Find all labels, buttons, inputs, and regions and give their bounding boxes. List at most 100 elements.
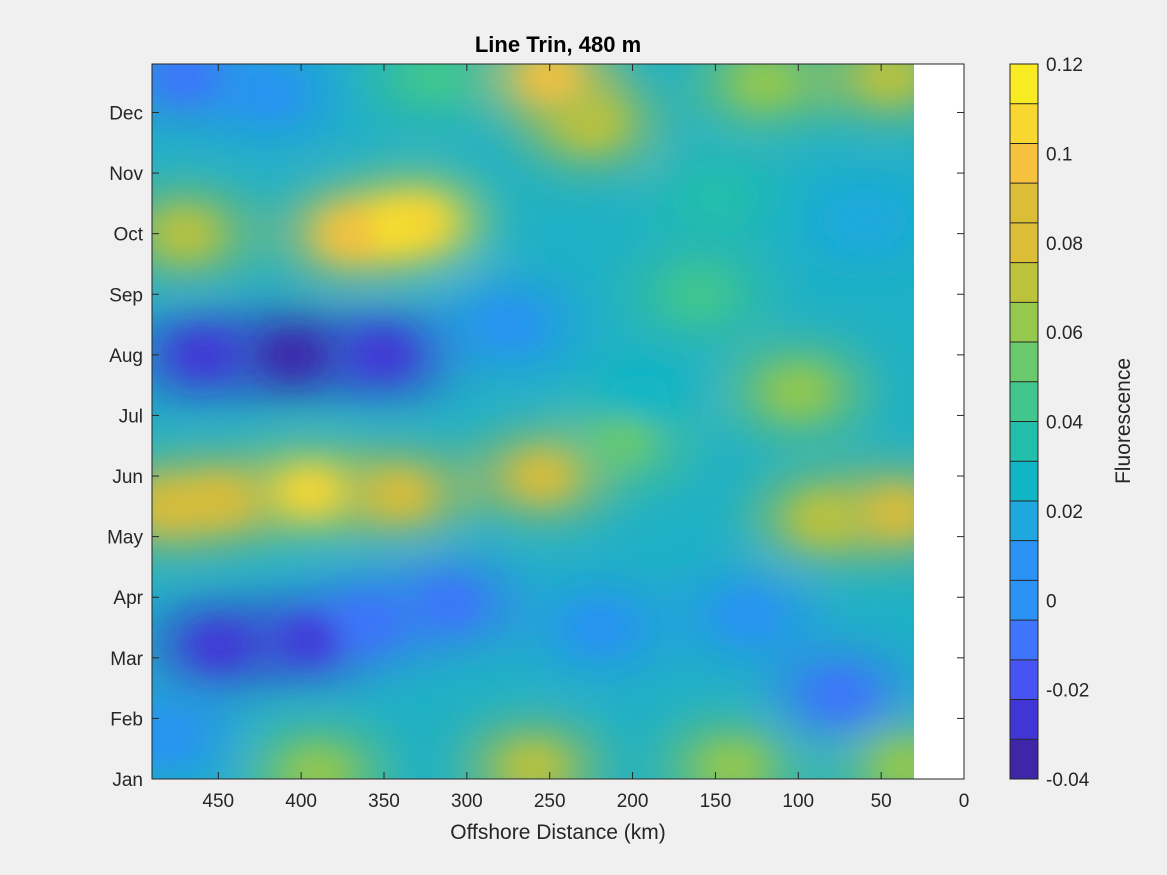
field-feature-peak [561,102,622,147]
x-tick-label: 250 [534,791,566,812]
field-feature-peak [610,375,671,420]
colorbar-tick-label: 0.1 [1046,144,1072,165]
field-feature-peak [735,64,796,105]
field-feature-peak [152,714,199,759]
x-tick-label: 400 [285,791,317,812]
colorbar-tick-label: 0.02 [1046,502,1083,523]
field-feature-peak [152,484,199,529]
field-feature-peak [238,72,298,117]
y-tick-label: Jul [119,406,143,427]
x-tick-label: 200 [617,791,649,812]
field-feature-peak [155,211,216,256]
colorbar-segment [1010,183,1038,224]
colorbar-segment [1010,143,1038,184]
field-feature-peak [420,581,481,626]
field-feature-peak [337,599,398,644]
field-feature-peak [387,199,448,244]
x-tick-label: 100 [782,791,814,812]
field-feature-peak [188,478,249,523]
colorbar-tick-label: 0 [1046,591,1057,612]
colorbar-segment [1010,262,1038,303]
y-tick-label: Oct [113,225,143,246]
field-feature-peak [834,199,895,244]
x-tick-label: 150 [700,791,732,812]
colorbar-segment [1010,342,1038,383]
colorbar-segment [1010,461,1038,502]
field-feature-peak [370,472,431,517]
field-feature-peak [569,605,630,650]
field-feature-peak [867,490,914,535]
colorbar-segment [1010,739,1038,780]
colorbar-segment [1010,64,1038,105]
colorbar-segment [1010,302,1038,343]
x-tick-label: 50 [871,791,892,812]
field-feature-peak [478,302,539,347]
field-feature-peak [503,744,564,779]
y-tick-label: Jan [112,770,143,791]
field-feature-peak [793,496,854,541]
field-feature-peak [262,332,323,377]
field-feature-peak [320,211,381,256]
field-feature-peak [768,369,829,414]
chart-title: Line Trin, 480 m [475,32,641,57]
y-tick-label: May [107,528,143,549]
colorbar-segments [1010,64,1038,780]
field-feature-peak [287,750,348,779]
y-axis: Jan Feb Mar Apr May Jun Jul Aug Sep Oct Nov Dec [107,103,964,791]
field-feature-peak [279,617,340,662]
y-tick-label: Dec [109,103,143,124]
colorbar-segment [1010,620,1038,661]
field-peak-features [152,64,914,779]
colorbar-tick-label: 0.12 [1046,55,1083,76]
field-feature-peak [702,744,762,779]
y-tick-label: Mar [110,649,143,670]
field-feature-peak [876,744,914,779]
colorbar-ticks: -0.04 -0.02 0 0.02 0.04 0.06 0.08 0.1 0.12 [1046,55,1090,791]
colorbar: -0.04 -0.02 0 0.02 0.04 0.06 0.08 0.1 0.12 Fluor… [1009,55,1135,791]
colorbar-tick-label: -0.02 [1046,681,1089,702]
colorbar-segment [1010,699,1038,740]
y-tick-label: Sep [109,285,143,306]
contour-field [152,64,914,779]
axes-box [151,63,965,780]
field-feature-peak [403,64,464,99]
y-tick-label: Aug [109,346,143,367]
x-tick-label: 450 [202,791,234,812]
y-tick-label: Nov [109,164,143,185]
field-feature-peak [809,672,870,717]
x-axis: 450 400 350 300 250 200 150 100 50 0 [202,64,969,812]
field-feature-peak [685,175,746,220]
colorbar-label: Fluorescence [1112,358,1135,484]
colorbar-segment [1010,103,1038,144]
field-feature-peak [594,417,655,462]
field-feature-peak [519,64,580,99]
field-feature-peak [155,64,216,99]
field-feature-peak [718,593,779,638]
colorbar-tick-label: 0.08 [1046,234,1083,255]
colorbar-segment [1010,580,1038,621]
field-feature-peak [668,272,729,317]
field-feature-peak [354,332,414,377]
field-feature-peak [511,454,572,499]
colorbar-segment [1010,421,1038,462]
colorbar-tick-label: 0.04 [1046,413,1083,434]
field-feature-peak [171,332,232,377]
y-tick-label: Feb [110,709,143,730]
colorbar-segment [1010,222,1038,264]
colorbar-segment [1010,381,1038,422]
colorbar-segment [1010,500,1038,542]
plot-area: 450 400 350 300 250 200 150 100 50 0 Jan Feb Mar Apr… [107,63,969,844]
x-tick-label: 0 [959,791,970,812]
colorbar-segment [1010,540,1038,581]
colorbar-frame [1009,63,1039,780]
field-feature-peak [859,64,914,99]
y-tick-label: Apr [113,588,143,609]
field-feature-peak [279,469,340,514]
x-tick-label: 300 [451,791,483,812]
y-tick-label: Jun [112,467,143,488]
colorbar-segment [1010,659,1038,701]
colorbar-tick-label: 0.06 [1046,323,1083,344]
field-feature-peak [188,623,249,668]
x-axis-label: Offshore Distance (km) [450,821,666,844]
